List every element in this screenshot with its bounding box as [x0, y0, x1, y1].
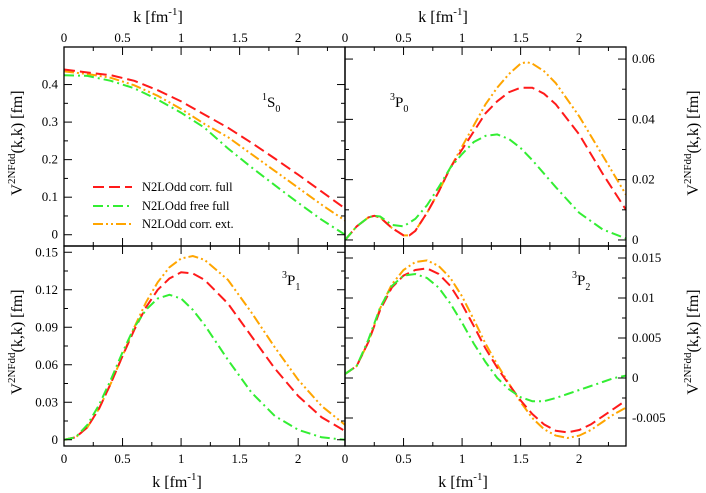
series-free-full-1S0: [64, 74, 345, 236]
y-tick-label: 0.01: [632, 290, 655, 305]
legend: N2LOdd corr. full N2LOdd free full N2LOd…: [93, 180, 234, 231]
y-tick-label: 0: [632, 370, 639, 385]
x-tick-label-top: 2: [576, 30, 583, 45]
y-tick-label: 0.4: [42, 77, 59, 92]
y-tick-label: 0.02: [632, 172, 655, 187]
y-tick-label: 0.3: [42, 114, 58, 129]
x-tick-label-top: 0.5: [395, 30, 411, 45]
x-tick-label-bottom: 2: [295, 451, 302, 466]
x-tick-label-bottom: 0: [342, 451, 349, 466]
y-tick-label: 0.09: [35, 319, 58, 334]
y-tick-label: 0: [632, 232, 639, 247]
x-axis-label-bottom-right: k [fm-1]: [438, 471, 488, 491]
y-axis-label-right-bottom: V2NFdd(k,k) [fm]: [682, 289, 702, 394]
series-corr-ext-3P0: [345, 61, 626, 241]
panel-label-1S0: 1S0: [262, 92, 280, 115]
legend-label-free-full: N2LOdd free full: [142, 199, 230, 213]
y-tick-label: 0.04: [632, 111, 655, 126]
y-tick-label: 0: [52, 227, 59, 242]
series-free-full-3P0: [345, 133, 626, 241]
x-tick-label-bottom: 1.5: [513, 451, 529, 466]
y-axis-label-left-top: V2NFdd(k,k) [fm]: [6, 90, 26, 195]
x-tick-label-top: 0.5: [114, 30, 130, 45]
x-tick-label-top: 0: [342, 30, 349, 45]
x-tick-label-bottom: 2: [576, 451, 583, 466]
y-tick-label: 0.15: [35, 244, 58, 259]
y-tick-label: 0.03: [35, 394, 58, 409]
x-axis-label-top-left: k [fm-1]: [133, 6, 183, 26]
series-corr-full-3P1: [64, 271, 345, 441]
legend-label-corr-ext: N2LOdd corr. ext.: [142, 217, 234, 231]
y-tick-label: 0: [52, 432, 59, 447]
x-axis-label-bottom-left: k [fm-1]: [152, 471, 202, 491]
y-tick-label: 0.005: [632, 330, 661, 345]
series-corr-ext-3P1: [64, 254, 345, 441]
x-tick-label-top: 0: [61, 30, 68, 45]
y-tick-label: 0.015: [632, 250, 661, 265]
x-tick-label-top: 1.5: [232, 30, 248, 45]
x-axis-label-top: k [fm-1]: [418, 6, 468, 26]
x-tick-label-bottom: 1: [178, 451, 185, 466]
y-tick-label: 0.06: [632, 51, 655, 66]
series-corr-ext-3P2: [345, 259, 626, 440]
x-tick-label-bottom: 0.5: [395, 451, 411, 466]
y-tick-label: 0.12: [35, 282, 58, 297]
y-axis-label-right-top: V2NFdd(k,k) [fm]: [682, 90, 702, 195]
x-tick-label-bottom: 0: [61, 451, 68, 466]
x-tick-label-bottom: 1.5: [232, 451, 248, 466]
y-tick-label: 0.06: [35, 357, 58, 372]
panel-3P1: 0 0.03 0.06 0.09 0.12 0.15 0 0.5 1 1.5 2: [35, 244, 346, 466]
series-free-full-3P2: [345, 272, 626, 403]
x-tick-label-top: 2: [295, 30, 302, 45]
y-tick-label: 0.2: [42, 152, 58, 167]
panel-label-3P0: 3P0: [390, 92, 408, 115]
panel-label-3P2: 3P2: [572, 270, 590, 293]
series-corr-ext-1S0: [64, 70, 345, 222]
panel-frame: [344, 245, 627, 447]
series-free-full-3P1: [64, 293, 345, 441]
x-tick-label-top: 1: [178, 30, 185, 45]
series-corr-full-1S0: [64, 68, 345, 210]
y-tick-label: 0.1: [42, 189, 58, 204]
y-tick-label: -0.005: [632, 410, 666, 425]
x-tick-label-top: 1: [459, 30, 466, 45]
x-tick-label-bottom: 0.5: [114, 451, 130, 466]
panel-frame: [63, 245, 346, 447]
x-tick-label-bottom: 1: [459, 451, 466, 466]
y-axis-label-left-bottom: V2NFdd(k,k) [fm]: [6, 289, 26, 394]
panel-3P0: 0 0.02 0.04 0.06 0 0.5 1 1.5 2: [342, 30, 656, 247]
legend-label-corr-full: N2LOdd corr. full: [142, 180, 233, 194]
series-corr-full-3P0: [345, 86, 626, 241]
panel-3P2: -0.005 0 0.005 0.01 0.015 0 0.5 1 1.5 2: [342, 245, 666, 466]
x-tick-label-top: 1.5: [513, 30, 529, 45]
panel-1S0: 0 0.1 0.2 0.3 0.4 0 0.5 1 1.5 2: [42, 30, 346, 247]
panel-label-3P1: 3P1: [282, 270, 300, 293]
